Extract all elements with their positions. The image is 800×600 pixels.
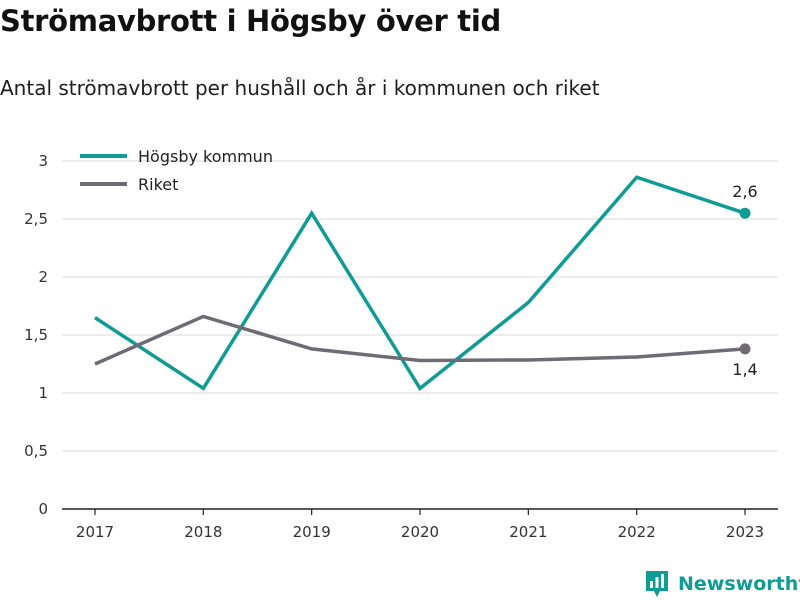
x-axis: 2017 2018 2019 2020 2021 2022 2023 xyxy=(62,508,778,541)
chart-subtitle: Antal strömavbrott per hushåll och år i … xyxy=(0,76,600,100)
newsworthy-logo-icon xyxy=(646,571,668,597)
x-tick-label: 2019 xyxy=(293,523,331,541)
legend-label: Högsby kommun xyxy=(138,147,273,166)
y-tick-label: 1,5 xyxy=(24,326,48,344)
x-tick-label: 2021 xyxy=(509,523,547,541)
x-tick-label: 2017 xyxy=(76,523,114,541)
newsworthy-brand: Newsworthy xyxy=(644,568,800,600)
x-tick-label: 2018 xyxy=(184,523,222,541)
chart-title: Strömavbrott i Högsby över tid xyxy=(0,4,501,38)
end-value-label: 2,6 xyxy=(732,182,757,201)
end-point-marker xyxy=(739,343,751,355)
series-lines xyxy=(94,175,751,391)
x-tick-label: 2023 xyxy=(726,523,764,541)
gridlines xyxy=(62,160,778,452)
y-tick-label: 3 xyxy=(38,152,48,170)
brand-name: Newsworthy xyxy=(678,573,800,595)
series-line xyxy=(94,314,746,366)
y-tick-label: 2 xyxy=(38,268,48,286)
legend-label: Riket xyxy=(138,175,178,194)
y-tick-label: 2,5 xyxy=(24,210,48,228)
end-value-label: 1,4 xyxy=(732,360,757,379)
series-line xyxy=(94,175,746,391)
legend: Högsby kommun Riket xyxy=(80,147,273,194)
y-axis-ticks: 0 0,5 1 1,5 2 2,5 3 xyxy=(24,152,48,518)
data-labels: 2,6 1,4 xyxy=(732,182,757,379)
x-tick-label: 2022 xyxy=(618,523,656,541)
x-tick-label: 2020 xyxy=(401,523,439,541)
y-tick-label: 0,5 xyxy=(24,442,48,460)
y-tick-label: 0 xyxy=(38,500,48,518)
end-point-marker xyxy=(739,207,751,219)
y-tick-label: 1 xyxy=(38,384,48,402)
